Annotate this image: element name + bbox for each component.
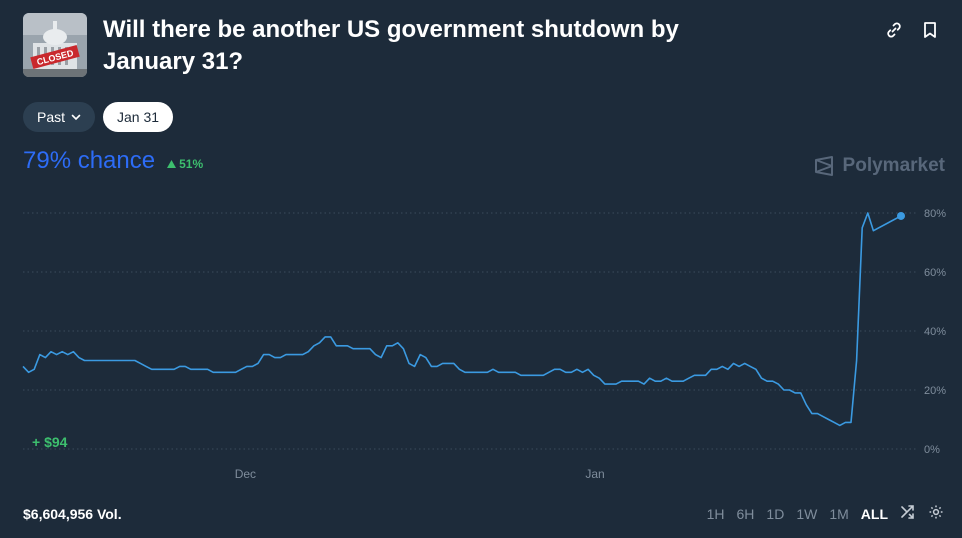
change-badge: 51%	[167, 157, 203, 171]
settings-gear-icon[interactable]	[928, 504, 944, 523]
bookmark-icon[interactable]	[920, 20, 940, 40]
chance-value: 79% chance	[23, 147, 156, 174]
range-1d[interactable]: 1D	[766, 505, 785, 522]
range-all[interactable]: ALL	[860, 505, 888, 522]
series-line	[22, 212, 902, 427]
date-pill-selected[interactable]: Jan 31	[103, 102, 174, 132]
triangle-up-icon	[167, 160, 177, 168]
brand-name: Polymarket	[842, 155, 945, 176]
range-1h[interactable]: 1H	[706, 505, 725, 522]
past-dropdown[interactable]: Past	[23, 102, 96, 132]
volume-label: $6,604,956 Vol.	[23, 506, 122, 522]
link-icon[interactable]	[884, 20, 904, 40]
range-1w[interactable]: 1W	[796, 505, 818, 522]
y-tick-label: 60%	[924, 267, 946, 279]
x-tick-label: Jan	[585, 467, 604, 481]
time-range-selector: 1H 6H 1D 1W 1M ALL	[707, 504, 944, 523]
y-tick-label: 40%	[924, 326, 946, 338]
market-title: Will there be another US government shut…	[103, 16, 679, 75]
y-tick-label: 0%	[924, 444, 940, 456]
polymarket-icon	[814, 156, 833, 176]
x-tick-label: Dec	[235, 467, 256, 481]
y-tick-label: 80%	[924, 208, 946, 220]
market-thumbnail: CLOSED	[23, 13, 87, 77]
past-label: Past	[37, 109, 66, 125]
price-chart[interactable]: 80% 60% 40% 20% 0% Dec Jan	[0, 195, 962, 490]
change-value: 51%	[179, 157, 204, 171]
current-point-marker	[897, 211, 905, 220]
shuffle-icon[interactable]	[900, 504, 916, 523]
pnl-label: + $94	[32, 434, 68, 450]
range-6h[interactable]: 6H	[736, 505, 755, 522]
range-1m[interactable]: 1M	[829, 505, 849, 522]
polymarket-logo: Polymarket	[813, 155, 945, 177]
y-tick-label: 20%	[924, 385, 946, 397]
chevron-down-icon	[71, 109, 81, 125]
